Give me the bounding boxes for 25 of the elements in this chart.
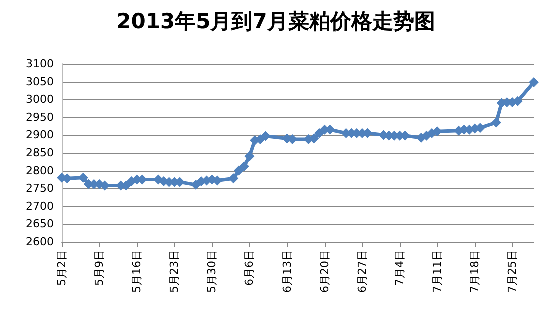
y-tick-label: 2800 bbox=[26, 164, 54, 178]
y-tick-label: 2900 bbox=[26, 128, 54, 142]
x-tick-label: 7月4日 bbox=[393, 250, 406, 286]
x-tick-label: 6月13日 bbox=[280, 250, 294, 293]
x-tick-label: 6月6日 bbox=[243, 250, 256, 286]
x-tick-label: 7月25日 bbox=[506, 250, 520, 293]
y-tick-label: 2850 bbox=[26, 146, 54, 160]
y-tick-label: 3050 bbox=[26, 75, 54, 88]
x-tick-label: 5月2日 bbox=[56, 250, 68, 286]
x-tick-label: 5月16日 bbox=[130, 250, 144, 293]
x-tick-label: 7月18日 bbox=[468, 250, 482, 293]
x-tick-label: 5月30日 bbox=[206, 250, 219, 293]
chart-title: 2013年5月到7月菜粕价格走势图 bbox=[116, 10, 436, 34]
y-tick-label: 3100 bbox=[26, 58, 54, 70]
x-tick-label: 7月11日 bbox=[430, 250, 444, 293]
y-tick-label: 2750 bbox=[26, 182, 54, 196]
y-tick-label: 3000 bbox=[26, 93, 54, 106]
y-tick-label: 2700 bbox=[26, 200, 54, 213]
y-tick-label: 2650 bbox=[26, 218, 54, 231]
x-tick-label: 5月23日 bbox=[168, 250, 182, 293]
y-tick-label: 2950 bbox=[26, 110, 54, 124]
x-tick-label: 6月27日 bbox=[356, 250, 369, 293]
x-tick-label: 6月20日 bbox=[318, 250, 332, 293]
x-tick-label: 5月9日 bbox=[93, 250, 106, 286]
y-tick-label: 2600 bbox=[26, 236, 54, 248]
